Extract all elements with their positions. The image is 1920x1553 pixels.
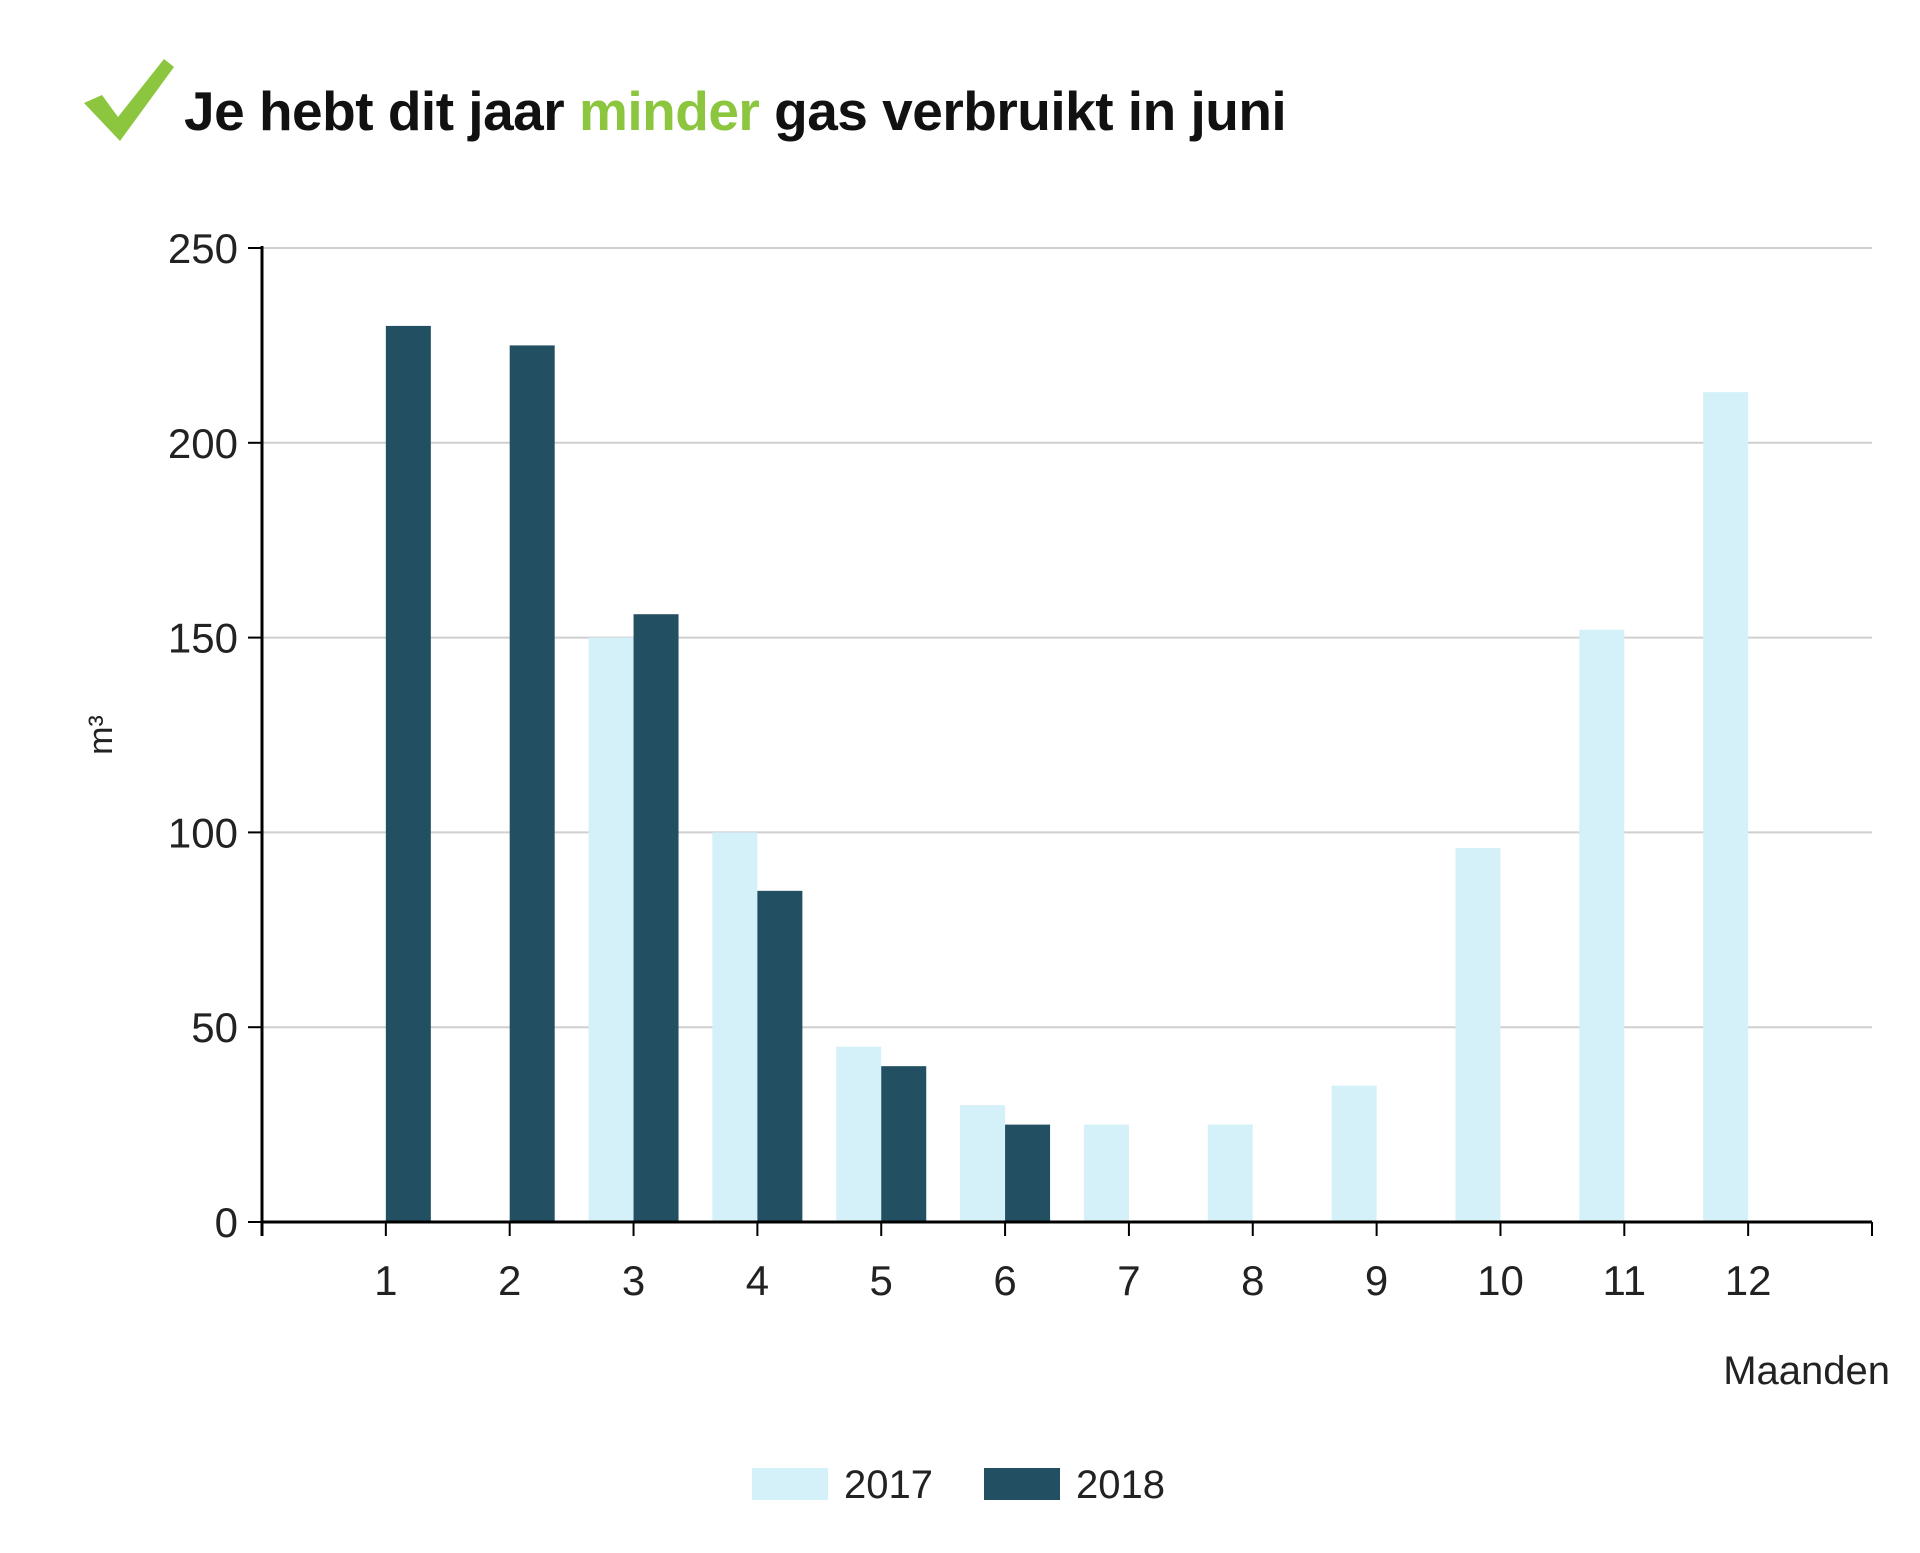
bar-2017-12 xyxy=(1703,392,1749,1223)
x-axis-label: Maanden xyxy=(1723,1349,1890,1393)
bar-2017-4 xyxy=(712,832,758,1222)
legend-label-2018: 2018 xyxy=(1076,1463,1165,1507)
bar-2017-9 xyxy=(1331,1085,1377,1222)
bar-2018-5 xyxy=(881,1066,927,1222)
chart-header: Je hebt dit jaar minder gas verbruikt in… xyxy=(80,50,1287,150)
x-tick-label: 3 xyxy=(622,1257,645,1304)
bar-2018-3 xyxy=(633,614,679,1222)
y-tick-label: 250 xyxy=(168,225,238,272)
y-axis-label: m³ xyxy=(82,715,120,755)
x-tick-label: 6 xyxy=(993,1257,1016,1304)
legend-swatch-2017 xyxy=(752,1468,828,1500)
legend-label-2017: 2017 xyxy=(844,1463,933,1507)
x-tick-label: 5 xyxy=(870,1257,893,1304)
x-tick-label: 9 xyxy=(1365,1257,1388,1304)
bar-2017-8 xyxy=(1207,1124,1253,1222)
x-tick-label: 8 xyxy=(1241,1257,1264,1304)
bar-2017-3 xyxy=(588,637,634,1222)
y-tick-label: 100 xyxy=(168,809,238,856)
bar-2017-11 xyxy=(1579,629,1625,1222)
bar-2018-6 xyxy=(1005,1124,1051,1222)
title-highlight: minder xyxy=(578,80,760,142)
chart-title: Je hebt dit jaar minder gas verbruikt in… xyxy=(184,79,1287,143)
y-tick-label: 0 xyxy=(215,1199,238,1246)
y-tick-label: 50 xyxy=(191,1004,238,1051)
x-tick-label: 4 xyxy=(746,1257,769,1304)
bar-2017-7 xyxy=(1083,1124,1129,1222)
bar-2018-1 xyxy=(385,325,431,1222)
x-tick-label: 7 xyxy=(1117,1257,1140,1304)
x-tick-label: 12 xyxy=(1725,1257,1772,1304)
title-part2: gas verbruikt in juni xyxy=(759,80,1287,142)
x-tick-label: 1 xyxy=(374,1257,397,1304)
x-tick-label: 2 xyxy=(498,1257,521,1304)
bar-2017-10 xyxy=(1455,847,1501,1222)
bar-2017-5 xyxy=(836,1046,882,1222)
bar-2017-6 xyxy=(960,1105,1006,1222)
y-tick-label: 150 xyxy=(168,615,238,662)
checkmark-icon xyxy=(84,59,174,141)
x-tick-label: 10 xyxy=(1477,1257,1524,1304)
legend-swatch-2018 xyxy=(984,1468,1060,1500)
y-tick-label: 200 xyxy=(168,420,238,467)
title-part1: Je hebt dit jaar xyxy=(184,80,579,142)
bar-2018-4 xyxy=(757,890,803,1222)
x-tick-label: 11 xyxy=(1603,1257,1647,1304)
bar-2018-2 xyxy=(509,345,555,1222)
